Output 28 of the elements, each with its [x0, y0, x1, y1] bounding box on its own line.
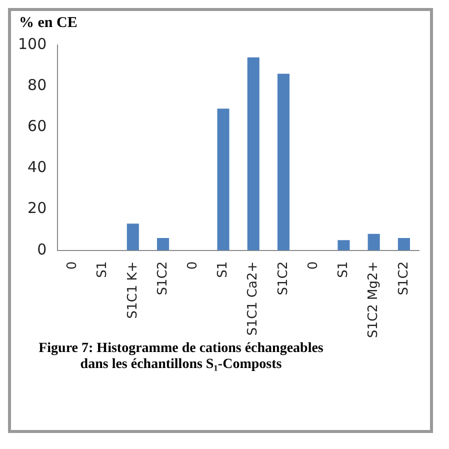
caption: Figure 7: Histogramme de cations échangeables dans les échantillons S₁-Composts — [38, 341, 324, 373]
bar — [217, 108, 230, 250]
bar — [338, 240, 350, 250]
x-tick-label: S1C1 K+ — [125, 261, 140, 319]
bar — [247, 57, 260, 250]
bar — [368, 234, 380, 250]
x-tick-label: S1C2 — [396, 261, 412, 296]
y-axis-title: % en CE — [19, 15, 78, 32]
x-tick-label: 0 — [65, 261, 80, 270]
y-tick-label: 100 — [18, 34, 47, 53]
bar — [277, 74, 290, 250]
x-tick-label: S1 — [95, 261, 110, 278]
x-tick-label: S1C2 Mg2+ — [366, 261, 382, 338]
x-tick-label: S1 — [336, 261, 352, 278]
y-tick-label: 60 — [28, 117, 47, 136]
y-tick-label: 0 — [37, 240, 47, 258]
x-tick-label: S1C2 — [155, 261, 170, 296]
bar — [126, 224, 139, 250]
x-tick-label: S1C1 Ca2+ — [246, 261, 261, 336]
x-tick-label: 0 — [186, 261, 201, 270]
bar — [157, 238, 170, 250]
y-tick-label: 80 — [28, 76, 47, 94]
bar — [398, 238, 410, 250]
x-tick-label: S1C2 — [276, 261, 291, 296]
y-tick-label: 40 — [28, 158, 47, 176]
x-tick-label: 0 — [306, 261, 321, 270]
y-tick-label: 20 — [28, 199, 47, 218]
x-tick-label: S1 — [216, 261, 231, 278]
